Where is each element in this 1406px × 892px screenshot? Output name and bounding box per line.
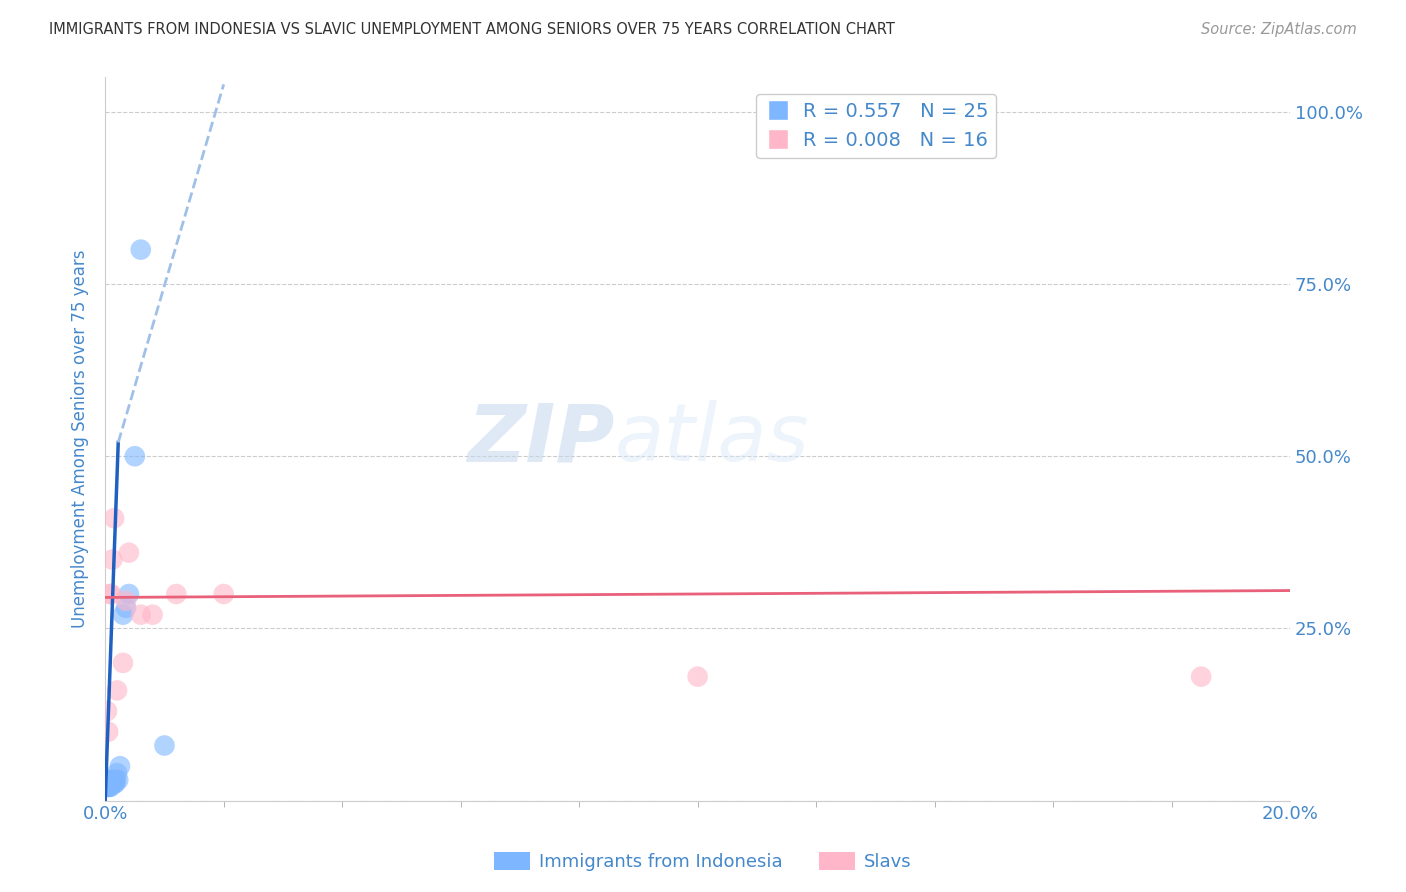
Point (96, 704, 118, 718)
Point (118, 587, 141, 601)
Point (98, 780, 121, 794)
Point (103, 511, 125, 525)
Point (100, 587, 122, 601)
Point (104, 776, 127, 790)
Point (111, 656, 134, 670)
Point (101, 772, 124, 787)
Text: ZIP: ZIP (467, 400, 614, 478)
Y-axis label: Unemployment Among Seniors over 75 years: Unemployment Among Seniors over 75 years (72, 250, 89, 628)
Point (212, 587, 235, 601)
Legend: R = 0.557   N = 25, R = 0.008   N = 16: R = 0.557 N = 25, R = 0.008 N = 16 (756, 95, 995, 158)
Legend: Immigrants from Indonesia, Slavs: Immigrants from Indonesia, Slavs (486, 845, 920, 879)
Point (96, 780, 118, 794)
Point (101, 776, 124, 790)
Point (103, 772, 125, 787)
Text: Source: ZipAtlas.com: Source: ZipAtlas.com (1201, 22, 1357, 37)
Point (124, 449, 146, 463)
Point (115, 600, 138, 615)
Point (97, 780, 120, 794)
Point (142, 607, 165, 622)
Text: atlas: atlas (614, 400, 810, 478)
Point (111, 607, 134, 622)
Point (105, 683, 128, 698)
Text: IMMIGRANTS FROM INDONESIA VS SLAVIC UNEMPLOYMENT AMONG SENIORS OVER 75 YEARS COR: IMMIGRANTS FROM INDONESIA VS SLAVIC UNEM… (49, 22, 896, 37)
Point (104, 772, 127, 787)
Point (96, 780, 118, 794)
Point (98, 772, 121, 787)
Point (101, 552, 124, 566)
Point (165, 587, 187, 601)
Point (100, 780, 122, 794)
Point (97, 776, 120, 790)
Point (153, 739, 176, 753)
Point (129, 243, 152, 257)
Point (103, 776, 125, 790)
Point (97, 776, 120, 790)
Point (129, 607, 152, 622)
Point (98, 587, 121, 601)
Point (118, 546, 141, 560)
Point (104, 772, 127, 787)
Point (107, 772, 129, 787)
Point (115, 594, 138, 608)
Point (105, 766, 128, 780)
Point (686, 670, 709, 684)
Point (108, 759, 131, 773)
Point (97, 724, 120, 739)
Point (100, 772, 122, 787)
Point (1189, 670, 1212, 684)
